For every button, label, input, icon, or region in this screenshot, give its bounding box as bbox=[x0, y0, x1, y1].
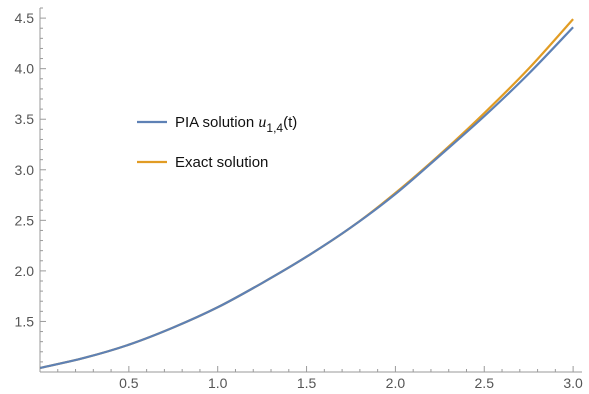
series-line-1 bbox=[39, 26, 574, 370]
axes bbox=[39, 8, 582, 373]
x-tick-label: 1.5 bbox=[297, 375, 317, 391]
y-tick-label: 3.0 bbox=[15, 162, 35, 178]
x-tick-label: 2.0 bbox=[386, 375, 406, 391]
ticks: 0.5 1.0 1.5 2.0 2.5 3.0 1.5 2.0 2.5 3.0 3.5 4.0 4.5 bbox=[15, 7, 583, 391]
legend-label-2: Exact solution bbox=[175, 154, 268, 171]
series-line-2 bbox=[39, 18, 574, 370]
legend: PIA solution u1,4(t) Exact solution bbox=[137, 114, 297, 171]
y-tick-label: 2.5 bbox=[15, 212, 35, 228]
x-tick-label: 0.5 bbox=[119, 375, 139, 391]
legend-label-1: PIA solution u1,4(t) bbox=[175, 114, 297, 135]
series-layer bbox=[39, 18, 574, 370]
y-tick-label: 1.5 bbox=[15, 313, 35, 329]
y-tick-label: 4.5 bbox=[15, 10, 35, 26]
y-tick-label: 2.0 bbox=[15, 263, 35, 279]
x-tick-label: 3.0 bbox=[563, 375, 583, 391]
y-tick-label: 3.5 bbox=[15, 111, 35, 127]
y-tick-label: 4.0 bbox=[15, 61, 35, 77]
x-tick-label: 2.5 bbox=[475, 375, 495, 391]
x-tick-label: 1.0 bbox=[208, 375, 228, 391]
